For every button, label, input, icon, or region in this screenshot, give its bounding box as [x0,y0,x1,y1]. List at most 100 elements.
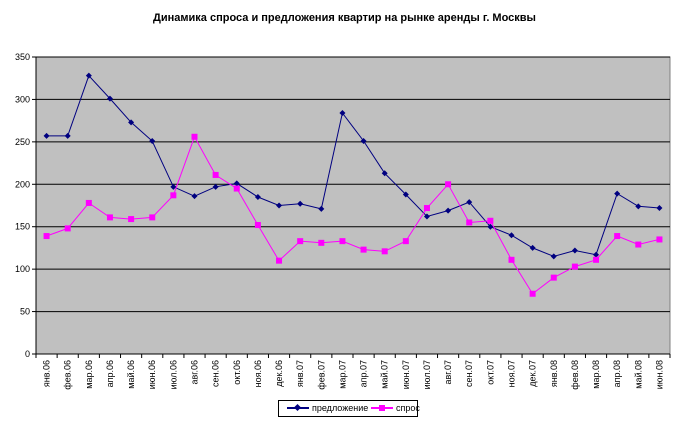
series [43,72,663,297]
legend-line-icon [371,405,393,411]
data-point-demand [106,214,113,221]
data-point-demand [191,133,198,140]
data-point-demand [635,241,642,248]
x-tick-label: окт.07 [485,360,495,385]
plot-area [35,56,671,355]
data-point-demand [550,274,557,281]
x-tick-label: май.07 [380,360,390,389]
legend-label-demand: спрос [396,403,420,413]
data-point-demand [466,219,473,226]
data-point-demand [85,199,92,206]
x-tick-label: июн.06 [147,360,157,389]
data-point-supply [381,170,388,177]
x-tick-label: июн.08 [654,360,664,389]
data-point-demand [571,263,578,270]
x-tick-label: янв.08 [549,360,559,387]
data-point-supply [106,95,113,102]
x-tick-label: мар.06 [84,360,94,389]
data-point-demand [339,238,346,245]
x-tick-label: май.08 [633,360,643,389]
legend-line-icon [287,403,309,412]
data-point-supply [254,194,261,201]
data-point-supply [318,205,325,212]
data-point-supply [128,119,135,126]
x-tick-label: мар.07 [337,360,347,389]
data-point-demand [402,238,409,245]
data-point-demand [64,225,71,232]
legend-item-demand: спрос [371,403,420,413]
data-point-supply [635,203,642,210]
data-point-demand [43,233,50,240]
axes: 0 50 100 150 200 250 300 350 янв.06 фев.06 мар.06 а… [15,52,671,390]
x-tick-label: янв.07 [295,360,305,387]
y-tick-label: 0 [25,349,30,359]
legend-item-supply: предложение [287,403,368,413]
y-tick-label: 350 [15,52,30,62]
x-tick-label: фев.07 [316,360,326,390]
legend-label-supply: предложение [312,403,369,413]
data-point-supply [487,223,494,230]
x-tick-label: окт.06 [232,360,242,385]
data-point-demand [593,256,600,263]
data-point-demand [233,185,240,192]
data-point-supply [64,132,71,139]
data-point-supply [423,213,430,220]
data-point-supply [233,180,240,187]
y-tick-label: 50 [20,307,30,317]
data-point-demand [508,256,515,263]
data-point-supply [276,202,283,209]
data-point-demand [297,238,304,245]
data-point-supply [85,72,92,79]
x-tick-label: мар.08 [591,360,601,389]
data-point-demand [254,222,261,229]
data-point-supply [149,138,156,145]
y-tick-label: 150 [15,222,30,232]
x-tick-label: авг.07 [443,360,453,384]
data-point-demand [423,205,430,212]
data-point-supply [614,190,621,197]
x-tick-label: сен.06 [211,360,221,387]
x-tick-label: апр.06 [105,360,115,387]
data-point-supply [550,253,557,260]
x-tick-label: янв.06 [42,360,52,387]
series-line-1 [46,135,660,295]
data-point-demand [170,192,177,199]
data-point-demand [128,216,135,223]
y-tick-label: 200 [15,179,30,189]
data-point-supply [466,199,473,206]
data-point-supply [191,193,198,200]
data-point-supply [656,205,663,212]
data-point-demand [212,171,219,178]
x-tick-label: июл.06 [168,360,178,389]
data-point-supply [360,138,367,145]
data-point-demand [656,236,663,243]
x-tick-label: авг.06 [190,360,200,384]
x-tick-label: сен.07 [464,360,474,387]
series-line-0 [46,74,660,257]
x-tick-label: дек.07 [528,360,538,387]
y-tick-label: 100 [15,264,30,274]
square-marker-icon [379,405,385,411]
x-tick-label: июл.07 [422,360,432,389]
data-point-demand [445,181,452,188]
data-point-demand [149,214,156,221]
data-point-demand [529,290,536,297]
data-point-supply [43,132,50,139]
x-tick-label: май.06 [126,360,136,389]
data-point-supply [170,183,177,190]
data-point-supply [508,232,515,239]
data-point-supply [571,247,578,254]
y-tick-label: 250 [15,137,30,147]
data-point-demand [614,233,621,240]
x-tick-label: дек.06 [274,360,284,387]
diamond-marker-icon [293,403,302,412]
y-tick-label: 300 [15,94,30,104]
x-tick-label: июн.07 [401,360,411,389]
data-point-supply [529,244,536,251]
x-tick-label: фев.06 [63,360,73,390]
x-tick-label: апр.08 [612,360,622,387]
data-point-demand [318,239,325,246]
data-point-supply [297,200,304,207]
grid-lines [36,56,670,313]
